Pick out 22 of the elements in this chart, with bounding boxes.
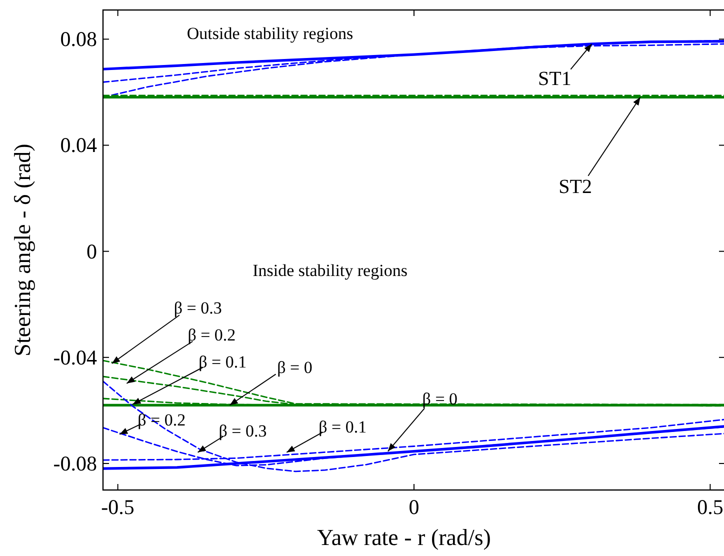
annotation: β = 0 [277, 358, 312, 378]
y-tick-label: -0.04 [53, 345, 98, 370]
annotation: β = 0.3 [174, 298, 222, 318]
annotation: Outside stability regions [186, 24, 354, 43]
x-tick-label: -0.5 [101, 495, 134, 519]
annotation: β = 0.1 [198, 352, 247, 372]
y-tick-label: -0.08 [53, 451, 97, 476]
annotation: ST1 [538, 68, 572, 90]
annotation: Inside stability regions [252, 261, 408, 280]
annotation: ST2 [558, 176, 592, 198]
y-tick-label: 0.08 [60, 27, 97, 52]
x-tick-label: 0 [408, 495, 420, 519]
annotation: β = 0.1 [318, 417, 367, 436]
annotation: β = 0.2 [138, 410, 186, 430]
y-tick-label: 0 [86, 239, 97, 264]
y-tick-label: 0.04 [60, 133, 98, 158]
y-axis-title: Steering angle - δ (rad) [10, 144, 35, 356]
annotation: β = 0.3 [218, 421, 267, 440]
x-axis-title: Yaw rate - r (rad/s) [317, 525, 491, 550]
annotation: β = 0.2 [188, 325, 236, 344]
x-tick-label: 0.5 [697, 495, 724, 519]
annotation: β = 0 [422, 389, 458, 408]
